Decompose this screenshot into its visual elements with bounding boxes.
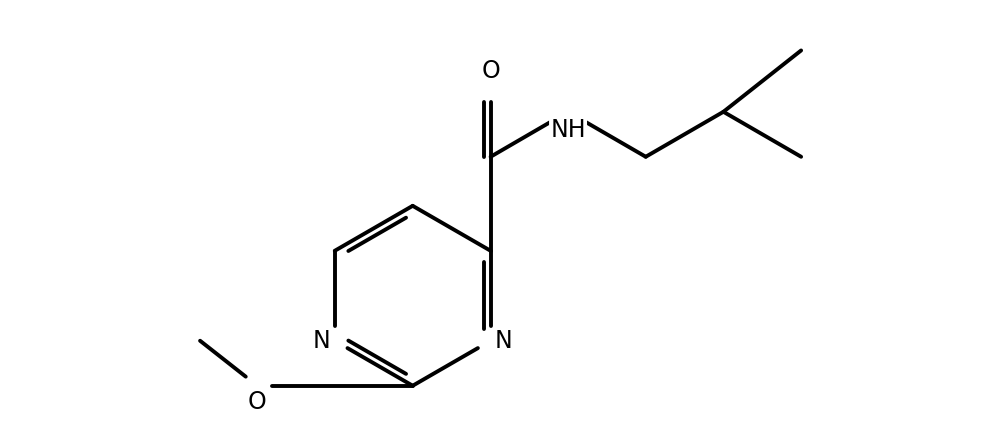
Text: methoxy: methoxy — [148, 329, 252, 353]
Text: O: O — [248, 390, 267, 414]
Text: O: O — [482, 59, 500, 83]
Text: NH: NH — [550, 118, 586, 142]
Text: N: N — [495, 329, 512, 353]
Text: N: N — [313, 329, 331, 353]
